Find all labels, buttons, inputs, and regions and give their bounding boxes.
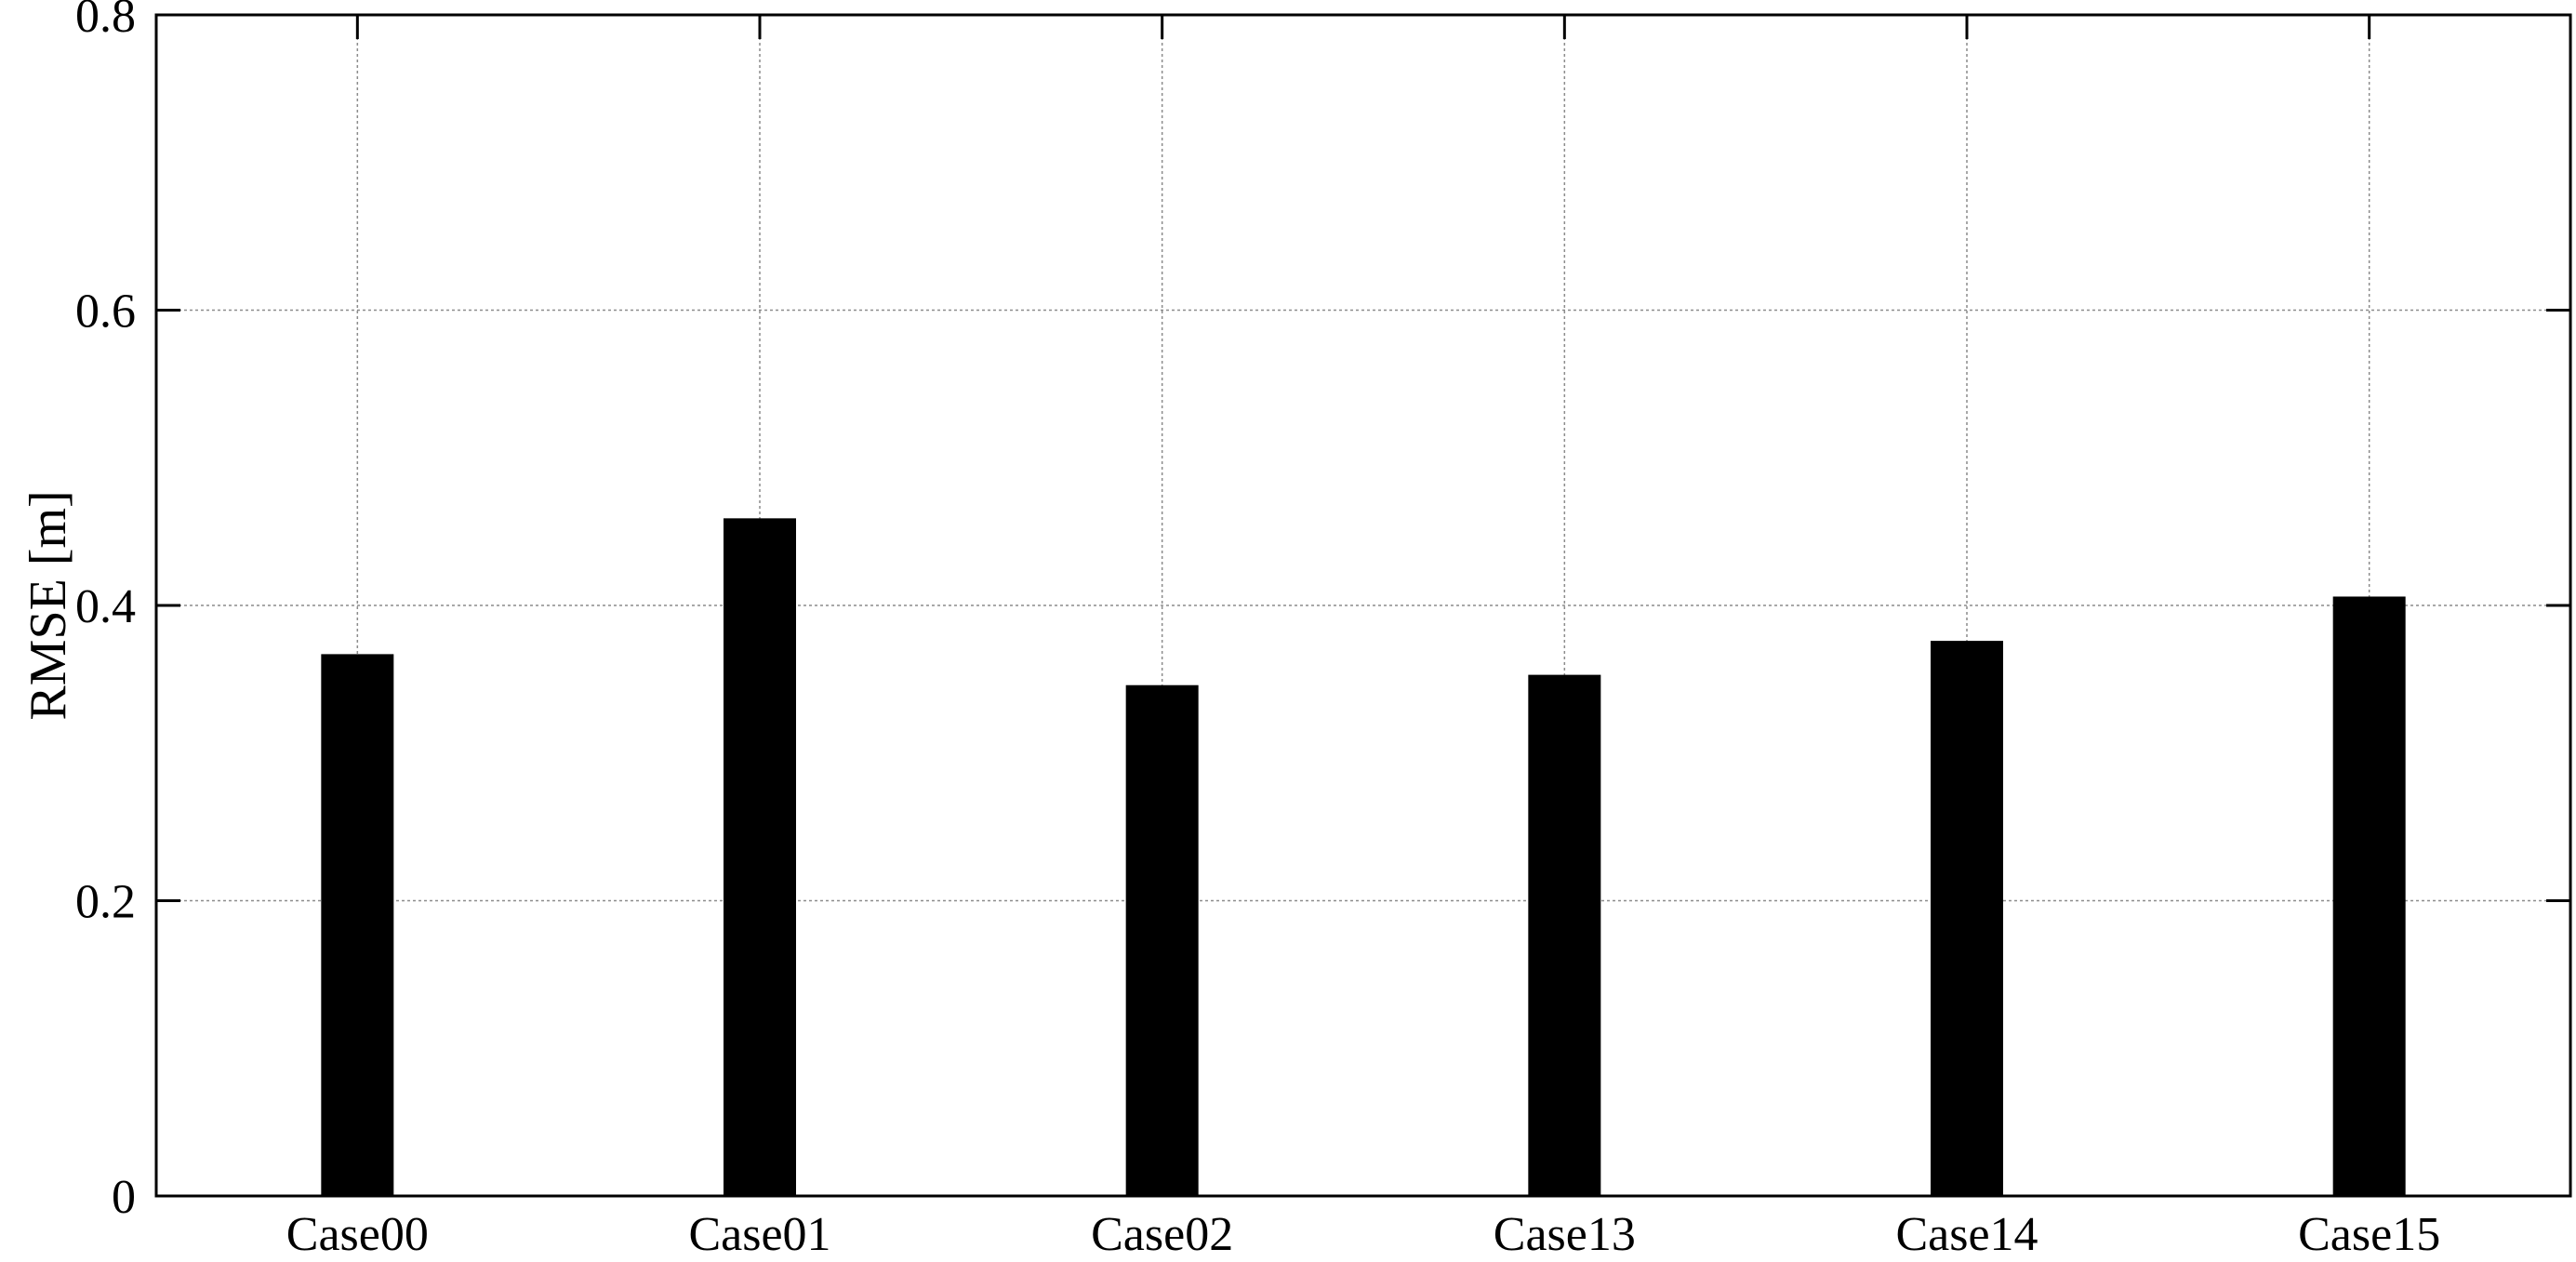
bar-case13 [1528,674,1601,1196]
x-tick-label: Case15 [2298,1208,2440,1261]
bars [321,518,2406,1196]
grid-lines [156,15,2570,1196]
y-tick-label: 0.4 [75,580,136,633]
x-tick-label: Case02 [1091,1208,1233,1261]
x-tick-label: Case14 [1895,1208,2038,1261]
bar-case14 [1931,641,2003,1196]
y-tick-label: 0.8 [75,0,136,43]
y-tick-label: 0.2 [75,876,136,929]
x-tick-labels: Case00 Case01 Case02 Case13 Case14 Case15 [286,1208,2440,1261]
bar-case15 [2332,596,2406,1196]
x-tick-label: Case00 [286,1208,429,1261]
x-tick-label: Case13 [1494,1208,1636,1261]
y-tick-label: 0 [112,1171,136,1224]
y-tick-labels: 0 0.2 0.4 0.6 0.8 [75,0,136,1224]
bar-case02 [1125,684,1199,1196]
bar-case01 [724,518,796,1196]
y-tick-label: 0.6 [75,286,136,339]
bar-case00 [321,654,394,1196]
x-tick-label: Case01 [688,1208,830,1261]
y-axis-label: RMSE [m] [20,490,77,720]
axis-ticks [156,13,2570,1198]
